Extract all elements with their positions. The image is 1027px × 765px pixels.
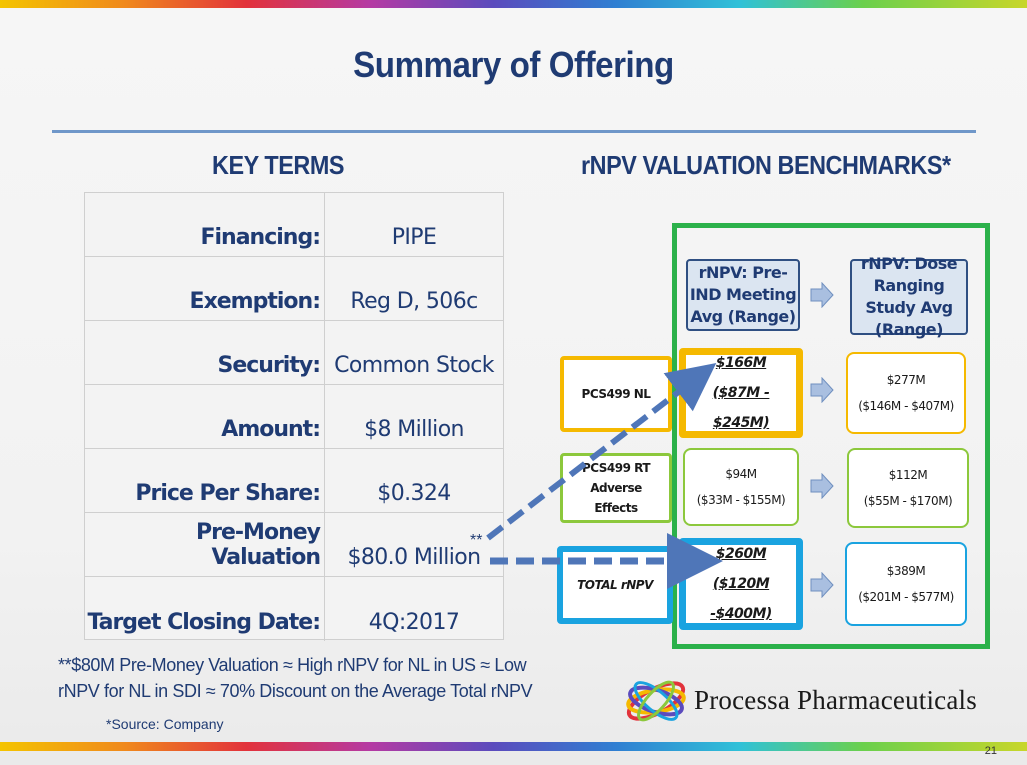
- bottom-rainbow-bar: [0, 742, 1027, 751]
- arrow-right-icon: [810, 572, 834, 598]
- dose-avg: $112M: [888, 468, 928, 482]
- term-row-pre-money-valuation: Pre-Money Valuation $80.0 Million: [85, 513, 503, 577]
- pre-ind-avg: $166M: [715, 355, 767, 371]
- row-label-text: TOTAL rNPV: [577, 578, 653, 592]
- rnpv-heading: rNPV VALUATION BENCHMARKS*: [581, 150, 951, 180]
- pre-ind-header-label: rNPV: Pre-IND Meeting Avg (Range): [689, 263, 797, 326]
- dose-value-nl: $277M ($146M - $407M): [846, 352, 966, 434]
- dose-ranging-column-header: rNPV: Dose Ranging Study Avg (Range): [850, 254, 968, 339]
- company-name: Processa Pharmaceuticals: [694, 685, 977, 715]
- dose-value-rt: $112M ($55M - $170M): [847, 448, 969, 528]
- row-label-text: PCS499 NL: [581, 387, 651, 401]
- term-row-financing: Financing: PIPE: [85, 193, 503, 257]
- term-label: Price Per Share:: [85, 449, 325, 512]
- dose-range: ($55M - $170M): [863, 494, 953, 508]
- footnote-marker: **: [470, 532, 483, 549]
- title-divider: [52, 130, 976, 133]
- key-terms-table: Financing: PIPE Exemption: Reg D, 506c S…: [84, 192, 504, 641]
- dose-avg: $389M: [886, 564, 926, 578]
- arrow-right-icon: [810, 377, 834, 403]
- term-row-amount: Amount: $8 Million: [85, 385, 503, 449]
- pre-ind-value-nl: $166M ($87M - $245M): [679, 348, 803, 438]
- page-title: Summary of Offering: [353, 44, 674, 85]
- term-label: Pre-Money Valuation: [85, 513, 325, 576]
- processa-logo-icon: [626, 680, 686, 722]
- term-row-security: Security: Common Stock: [85, 321, 503, 385]
- term-row-target-closing-date: Target Closing Date: 4Q:2017: [85, 577, 503, 641]
- term-label: Target Closing Date:: [85, 577, 325, 641]
- term-label: Security:: [85, 321, 325, 384]
- dose-range: ($146M - $407M): [858, 399, 954, 413]
- pre-ind-value-rt: $94M ($33M - $155M): [683, 448, 799, 526]
- row-label-total-rnpv: TOTAL rNPV: [557, 546, 673, 624]
- dose-ranging-header-label: rNPV: Dose Ranging Study Avg (Range): [860, 254, 958, 339]
- pre-ind-avg: $260M: [715, 546, 767, 562]
- term-row-price-per-share: Price Per Share: $0.324: [85, 449, 503, 513]
- term-label: Amount:: [85, 385, 325, 448]
- arrow-right-icon: [810, 473, 834, 499]
- pre-ind-column-header: rNPV: Pre-IND Meeting Avg (Range): [686, 259, 800, 331]
- pre-ind-range: ($120M -$400M): [710, 576, 772, 622]
- dose-avg: $277M: [886, 373, 926, 387]
- pre-ind-range: ($87M - $245M): [712, 385, 770, 431]
- top-rainbow-bar: [0, 0, 1027, 8]
- term-value: $80.0 Million: [347, 545, 481, 570]
- term-value: Common Stock: [334, 353, 494, 378]
- term-value: $0.324: [377, 481, 451, 506]
- term-row-exemption: Exemption: Reg D, 506c: [85, 257, 503, 321]
- arrow-right-icon: [810, 282, 834, 308]
- term-label: Exemption:: [85, 257, 325, 320]
- row-label-pcs499-rt: PCS499 RT Adverse Effects: [560, 453, 672, 523]
- term-value: PIPE: [391, 225, 437, 250]
- row-label-text: PCS499 RT Adverse Effects: [581, 461, 651, 515]
- pre-ind-avg: $94M: [725, 467, 757, 481]
- term-value: 4Q:2017: [368, 610, 460, 635]
- term-label: Financing:: [85, 193, 325, 256]
- term-value: $8 Million: [364, 417, 464, 442]
- row-label-pcs499-nl: PCS499 NL: [560, 356, 672, 432]
- dose-range: ($201M - $577M): [858, 590, 954, 604]
- pre-ind-value-total: $260M ($120M -$400M): [679, 538, 803, 630]
- key-terms-heading: KEY TERMS: [212, 150, 345, 180]
- pre-ind-range: ($33M - $155M): [696, 493, 786, 507]
- term-value: Reg D, 506c: [350, 289, 478, 314]
- dose-value-total: $389M ($201M - $577M): [845, 542, 967, 626]
- page-number: 21: [984, 745, 997, 757]
- source-note: *Source: Company: [106, 716, 224, 732]
- valuation-footnote: **$80M Pre-Money Valuation ≈ High rNPV f…: [58, 655, 533, 701]
